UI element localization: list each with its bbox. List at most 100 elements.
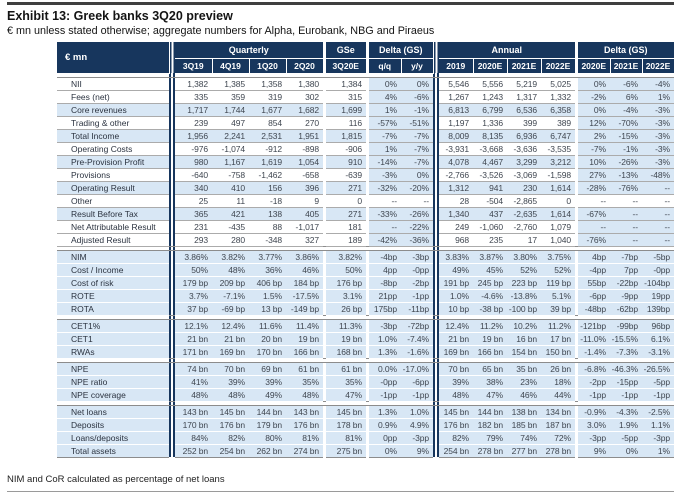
column-gap (323, 155, 326, 168)
spacer-cell (326, 400, 366, 406)
column-gap (575, 233, 578, 246)
spacer-cell (212, 245, 249, 251)
column-gap (323, 263, 326, 276)
data-cell: -1pp (578, 388, 610, 401)
column-separator (433, 155, 439, 168)
data-cell: 1,815 (326, 129, 366, 143)
data-cell: 302 (286, 90, 323, 104)
data-cell: 11.4% (286, 319, 323, 332)
column-separator (169, 314, 175, 320)
data-cell: 166 bn (286, 345, 323, 358)
data-cell: 26 bp (326, 302, 366, 315)
data-cell: 35 bn (507, 362, 541, 375)
column-gap (323, 375, 326, 388)
data-cell: 46% (507, 388, 541, 401)
column-gap (366, 116, 369, 129)
column-header: q/q (369, 58, 402, 74)
spacer-cell (286, 245, 323, 251)
data-cell: 1,336 (473, 116, 507, 130)
data-cell: 1,614 (541, 181, 575, 195)
data-cell: -72bp (401, 319, 433, 332)
column-separator (433, 405, 439, 418)
data-cell: 262 bn (249, 444, 286, 458)
spacer-cell (578, 357, 610, 363)
data-cell: 1% (369, 103, 401, 117)
column-gap (366, 276, 369, 289)
column-header: 2Q20 (286, 58, 324, 74)
column-separator (169, 276, 175, 289)
column-gap (323, 42, 326, 73)
row-label: Operating Result (57, 181, 169, 195)
data-cell: -- (369, 194, 401, 208)
data-cell: 21 bn (212, 332, 249, 345)
column-gap (323, 345, 326, 358)
spacer-cell (323, 73, 326, 78)
exhibit-table: € mn Quarterly GSe Delta (GS) Annual Delta (G… (57, 42, 675, 458)
data-cell: -348 (249, 233, 286, 247)
data-cell: -104bp (642, 276, 674, 289)
data-cell: -- (642, 220, 674, 234)
data-cell: 0% (610, 444, 642, 458)
data-cell: 19 bn (326, 332, 366, 345)
data-cell: 44% (541, 388, 575, 401)
table-row: Deposits 170 bn 176 bn 179 bn 176 bn 178 bn 0.… (57, 418, 674, 431)
data-cell: 0% (401, 168, 433, 182)
data-cell: 1.3% (369, 405, 401, 418)
column-separator (169, 168, 175, 181)
column-separator (169, 418, 175, 431)
data-cell: 19 bn (473, 332, 507, 345)
data-cell: 1.0% (401, 405, 433, 418)
column-header: 2021E (507, 58, 542, 74)
data-cell: -3pp (578, 431, 610, 444)
data-cell: -1,060 (473, 220, 507, 234)
data-cell: 340 (175, 181, 212, 195)
column-gap (575, 181, 578, 194)
data-cell: 181 (326, 220, 366, 234)
data-cell: 48% (212, 388, 249, 401)
data-cell: -1% (401, 103, 433, 117)
column-header: 2021E (610, 58, 643, 74)
data-cell: -149 bp (286, 302, 323, 315)
column-separator (169, 319, 175, 332)
column-gap (575, 388, 578, 401)
exhibit-title: Exhibit 13: Greek banks 3Q20 preview (7, 9, 233, 23)
data-cell: 182 bn (473, 418, 507, 431)
data-cell: 10 bp (439, 302, 473, 315)
spacer-cell (57, 357, 169, 363)
data-cell: -17.0% (401, 362, 433, 375)
table-row: Adjusted Result 293 280 -348 327 189 -42% -36% 9… (57, 233, 674, 247)
row-label: NPE (57, 362, 169, 375)
spacer-cell (401, 73, 433, 78)
data-cell: 39% (439, 375, 473, 388)
spacer-cell (610, 314, 642, 320)
column-gap (366, 302, 369, 315)
table-row: Fees (net) 335 359 319 302 315 4% -6% 1,267 1,243… (57, 90, 674, 104)
spacer-cell (575, 245, 578, 251)
spacer-cell (369, 400, 401, 406)
data-cell: 35% (286, 375, 323, 388)
column-separator (433, 276, 439, 289)
data-cell: 3.83% (439, 250, 473, 263)
data-cell: 72% (541, 431, 575, 444)
data-cell: 1,384 (326, 77, 366, 91)
column-header: 2020E (473, 58, 508, 74)
table-row: Net loans 143 bn 145 bn 144 bn 143 bn 145 bn 1… (57, 405, 674, 418)
data-cell: 27% (578, 168, 610, 182)
header-group-row: € mn Quarterly GSe Delta (GS) Annual Delta (G… (57, 42, 675, 74)
spacer-cell (286, 357, 323, 363)
data-cell: 169 bn (439, 345, 473, 358)
data-cell: -2,760 (507, 220, 541, 234)
data-cell: -1pp (401, 289, 433, 302)
table-header: € mn Quarterly GSe Delta (GS) Annual Delta (G… (57, 42, 675, 74)
data-cell: 28 (439, 194, 473, 208)
data-cell: 437 (473, 207, 507, 221)
data-cell: -7% (578, 142, 610, 156)
data-cell: 11.6% (249, 319, 286, 332)
spacer-cell (175, 245, 212, 251)
spacer-cell (575, 314, 578, 320)
data-cell: -70% (610, 116, 642, 130)
data-cell: 21pp (369, 289, 401, 302)
data-cell: 144 bn (249, 405, 286, 418)
data-cell: 3.75% (541, 250, 575, 263)
data-cell: 176 bn (286, 418, 323, 431)
